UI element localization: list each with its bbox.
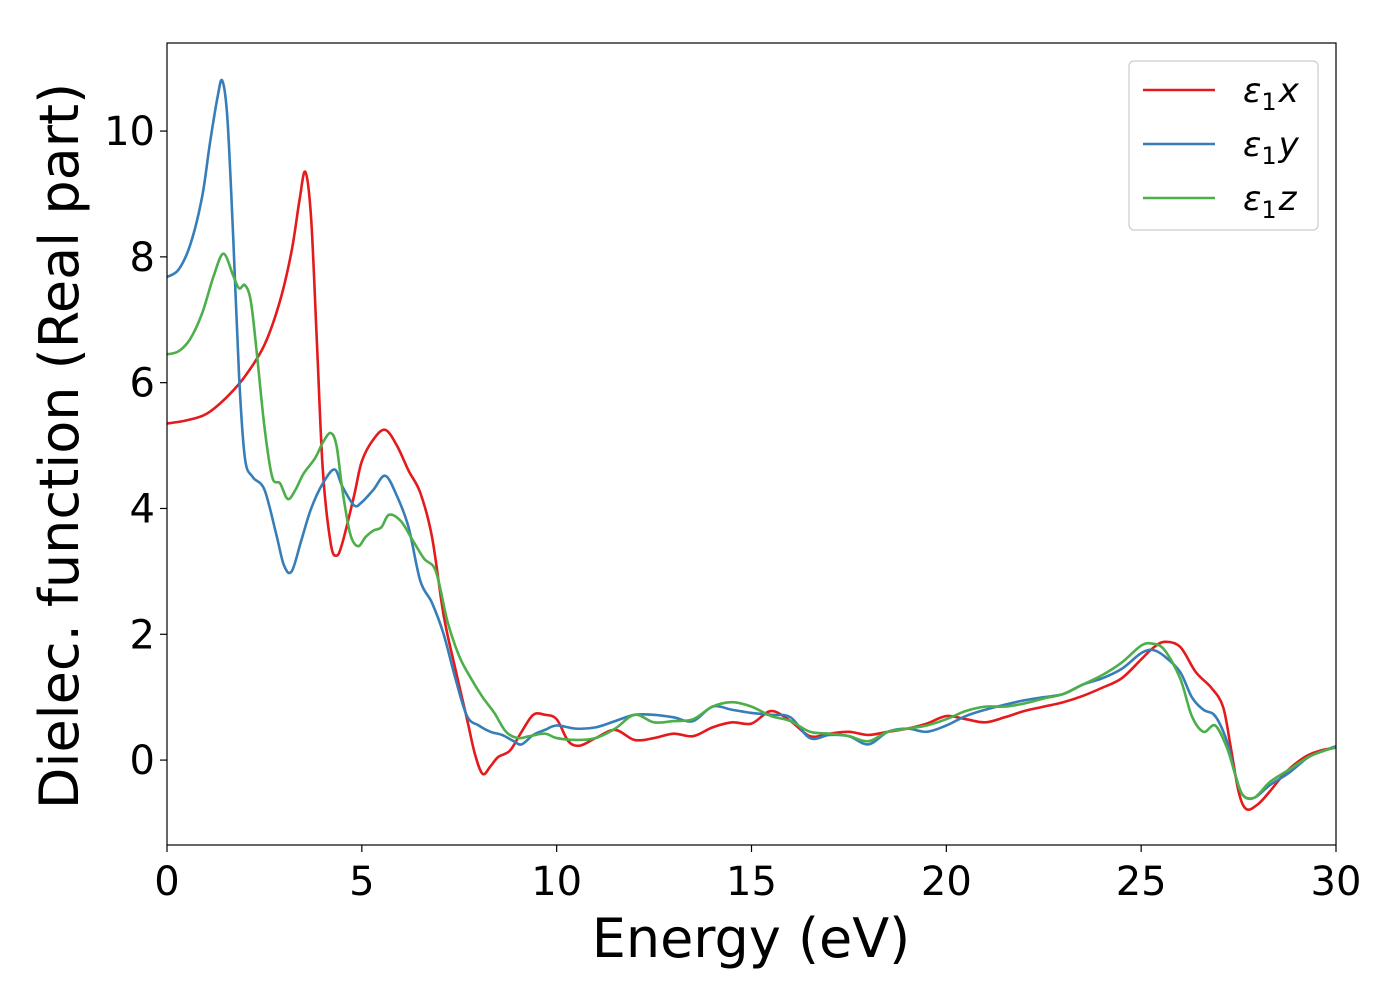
legend-label-subscript: 1 (1261, 142, 1276, 170)
legend-box (1128, 60, 1319, 231)
x-axis: 0 5 10 15 20 25 30 (154, 845, 1361, 905)
x-tick-label: 15 (726, 859, 777, 905)
y-tick-label: 0 (130, 738, 155, 784)
legend-label-suffix: y (1278, 125, 1300, 165)
x-tick-label: 5 (349, 859, 374, 905)
legend-label-suffix: x (1278, 71, 1300, 111)
legend-label-base: ε (1243, 71, 1261, 111)
legend-item: ε1y (1143, 125, 1300, 170)
legend-item: ε1x (1143, 71, 1300, 116)
legend-label: ε1z (1243, 179, 1298, 224)
x-tick-label: 25 (1116, 859, 1167, 905)
series-line-y (167, 78, 1336, 800)
y-tick-label: 4 (130, 486, 155, 532)
y-tick-label: 6 (130, 361, 155, 407)
series-line-z (167, 252, 1336, 801)
x-tick-label: 30 (1311, 859, 1362, 905)
y-axis: 0 2 4 6 8 10 (104, 109, 167, 784)
y-tick-label: 2 (130, 612, 155, 658)
x-tick-label: 0 (154, 859, 179, 905)
legend-label: ε1x (1243, 71, 1300, 116)
x-axis-title: Energy (eV) (592, 907, 911, 970)
legend-label: ε1y (1243, 125, 1300, 170)
x-tick-label: 10 (531, 859, 582, 905)
legend-label-subscript: 1 (1261, 88, 1276, 116)
y-tick-label: 10 (104, 109, 155, 155)
series-layer (167, 78, 1336, 811)
y-tick-label: 8 (130, 235, 155, 281)
legend-item: ε1z (1143, 179, 1298, 224)
legend-label-base: ε (1243, 179, 1261, 219)
y-axis-title: Dielec. function (Real part) (28, 83, 91, 809)
legend-label-suffix: z (1278, 179, 1298, 219)
legend-label-subscript: 1 (1261, 196, 1276, 224)
x-tick-label: 20 (921, 859, 972, 905)
legend-label-base: ε (1243, 125, 1261, 165)
